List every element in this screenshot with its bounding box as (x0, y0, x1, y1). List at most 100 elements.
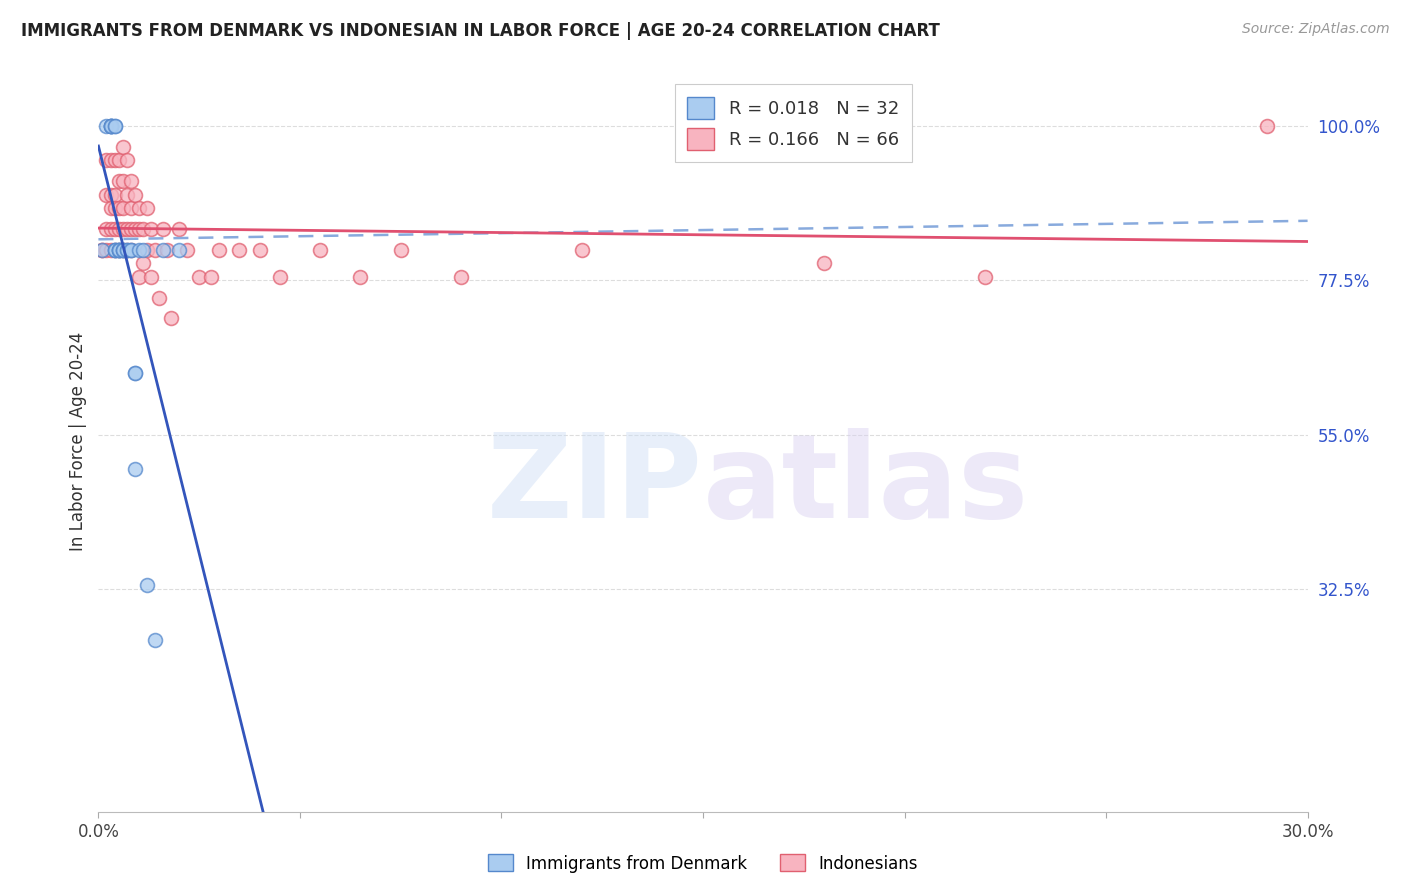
Point (100, 202, 122, 216)
Point (100, 187, 122, 202)
Point (1256, 119, 1278, 133)
Point (160, 311, 183, 326)
Point (96, 243, 118, 257)
Point (571, 243, 593, 257)
Point (124, 366, 146, 380)
Point (389, 243, 412, 257)
Point (100, 119, 122, 133)
Point (132, 256, 155, 270)
Point (96, 187, 118, 202)
Point (139, 270, 162, 285)
Point (111, 222, 134, 236)
Point (96, 222, 118, 236)
Point (115, 153, 138, 168)
Point (111, 140, 134, 154)
Point (167, 243, 190, 257)
Point (120, 243, 142, 257)
Point (349, 270, 371, 285)
Point (152, 243, 174, 257)
Point (249, 243, 271, 257)
Point (208, 243, 231, 257)
Point (188, 270, 211, 285)
Point (103, 243, 125, 257)
Point (100, 119, 122, 133)
Point (107, 243, 129, 257)
Point (132, 222, 155, 236)
Point (120, 174, 142, 188)
Point (124, 187, 146, 202)
Point (135, 202, 157, 216)
Point (103, 243, 125, 257)
Point (128, 222, 150, 236)
Point (128, 202, 150, 216)
Point (309, 243, 332, 257)
Point (128, 243, 150, 257)
Point (107, 243, 129, 257)
Point (132, 243, 155, 257)
Point (103, 222, 125, 236)
Point (111, 243, 134, 257)
Point (228, 243, 250, 257)
Point (103, 187, 125, 202)
Point (120, 202, 142, 216)
Point (111, 243, 134, 257)
Point (103, 243, 125, 257)
Point (111, 243, 134, 257)
Point (139, 222, 162, 236)
Y-axis label: In Labor Force | Age 20-24: In Labor Force | Age 20-24 (69, 332, 87, 551)
Point (115, 243, 138, 257)
Point (100, 243, 122, 257)
Text: IMMIGRANTS FROM DENMARK VS INDONESIAN IN LABOR FORCE | AGE 20-24 CORRELATION CHA: IMMIGRANTS FROM DENMARK VS INDONESIAN IN… (21, 22, 941, 40)
Point (91, 243, 114, 257)
Point (100, 153, 122, 168)
Point (156, 243, 179, 257)
Point (111, 174, 134, 188)
Point (107, 153, 129, 168)
Point (107, 243, 129, 257)
Point (115, 243, 138, 257)
Point (111, 243, 134, 257)
Point (107, 243, 129, 257)
Point (100, 119, 122, 133)
Text: ZIP: ZIP (486, 428, 703, 543)
Point (176, 243, 198, 257)
Point (91, 243, 114, 257)
Point (100, 119, 122, 133)
Point (143, 633, 166, 648)
Point (269, 270, 291, 285)
Point (96, 153, 118, 168)
Point (124, 462, 146, 476)
Legend: Immigrants from Denmark, Indonesians: Immigrants from Denmark, Indonesians (481, 847, 925, 880)
Point (107, 202, 129, 216)
Point (813, 256, 835, 270)
Point (107, 174, 129, 188)
Point (124, 222, 146, 236)
Point (120, 243, 142, 257)
Point (103, 153, 125, 168)
Point (91, 243, 114, 257)
Point (167, 222, 190, 236)
Point (124, 366, 146, 380)
Point (152, 222, 174, 236)
Point (115, 222, 138, 236)
Point (107, 243, 129, 257)
Point (450, 270, 472, 285)
Point (103, 119, 125, 133)
Point (148, 291, 170, 305)
Legend: R = 0.018   N = 32, R = 0.166   N = 66: R = 0.018 N = 32, R = 0.166 N = 66 (675, 84, 911, 162)
Point (120, 243, 142, 257)
Point (100, 222, 122, 236)
Point (974, 270, 997, 285)
Point (115, 187, 138, 202)
Point (96, 119, 118, 133)
Point (135, 578, 157, 592)
Point (103, 119, 125, 133)
Point (100, 119, 122, 133)
Point (120, 222, 142, 236)
Point (200, 270, 222, 285)
Point (135, 243, 157, 257)
Point (103, 202, 125, 216)
Text: atlas: atlas (703, 428, 1029, 543)
Point (128, 270, 150, 285)
Point (143, 243, 166, 257)
